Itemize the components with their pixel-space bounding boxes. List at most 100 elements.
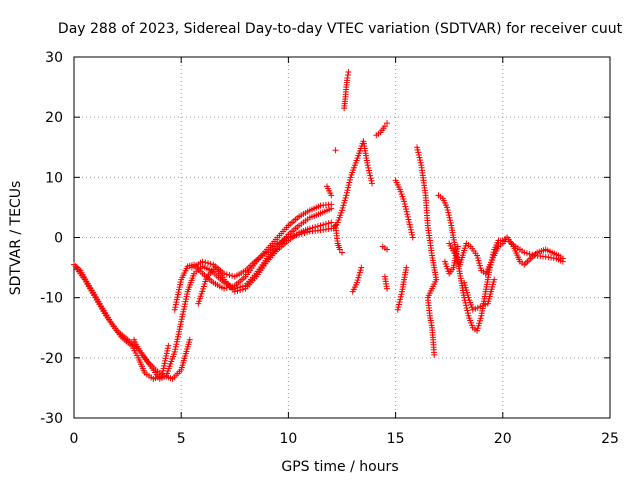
data-point [425, 276, 440, 299]
data-point [296, 229, 311, 238]
data-point [231, 268, 247, 280]
data-point [486, 254, 497, 268]
data-point [317, 220, 332, 229]
data-point [195, 276, 210, 307]
data-point [354, 267, 364, 286]
data-point [422, 192, 431, 226]
data-point [285, 214, 301, 229]
data-point [469, 301, 489, 313]
data-point [482, 266, 493, 295]
x-tick-label: 25 [601, 431, 619, 447]
data-point [392, 177, 402, 191]
data-point [210, 261, 226, 276]
data-point [169, 368, 183, 382]
data-markers [71, 69, 566, 382]
series-scatter-post-storm [441, 234, 566, 313]
data-point [403, 264, 410, 271]
x-tick-label: 5 [177, 431, 186, 447]
data-point [418, 162, 429, 196]
data-point [171, 279, 184, 313]
data-point [188, 259, 204, 271]
data-point [178, 291, 191, 325]
data-point [349, 281, 359, 295]
data-point [221, 276, 237, 293]
data-point [342, 86, 350, 103]
series-scatter-pre-storm [323, 69, 566, 358]
data-point [504, 234, 515, 248]
data-point [396, 186, 407, 202]
data-point [465, 312, 475, 329]
data-point [478, 267, 487, 276]
data-point [454, 243, 461, 250]
data-point [344, 72, 351, 82]
data-point [73, 264, 87, 281]
data-point [456, 242, 469, 268]
data-point [186, 336, 193, 343]
data-point [325, 185, 335, 199]
data-point [542, 246, 553, 255]
data-point [377, 125, 387, 136]
data-point [559, 255, 566, 262]
x-tick-label: 0 [70, 431, 79, 447]
data-point [347, 164, 358, 181]
data-point [444, 204, 454, 226]
data-point [296, 226, 311, 236]
data-point [332, 222, 341, 244]
data-point [384, 120, 391, 127]
y-tick-label: 30 [45, 50, 63, 66]
data-point [414, 144, 424, 166]
y-tick-label: 20 [45, 110, 63, 126]
data-point [242, 259, 258, 274]
data-point [332, 147, 339, 154]
data-point [484, 279, 497, 307]
data-point [306, 203, 322, 214]
data-point [334, 209, 345, 226]
data-point [323, 183, 330, 190]
data-point [141, 369, 155, 381]
data-point [199, 258, 214, 267]
data-point [253, 260, 269, 280]
x-axis-label: GPS time / hours [281, 459, 398, 475]
data-point [461, 279, 471, 299]
data-point [465, 294, 475, 311]
data-point [510, 243, 523, 263]
data-point [274, 235, 290, 247]
data-point [429, 252, 439, 281]
x-tick-label: 15 [387, 431, 405, 447]
data-point [542, 253, 557, 262]
data-point [424, 222, 435, 257]
data-point [358, 264, 365, 271]
series-track-d [188, 225, 335, 280]
data-point [81, 276, 98, 299]
data-point [339, 194, 349, 214]
data-point [231, 286, 246, 295]
data-point [439, 195, 449, 209]
data-point [431, 351, 438, 358]
y-tick-label: 0 [54, 231, 63, 247]
data-point [191, 265, 204, 277]
data-point [334, 240, 343, 251]
data-point [482, 263, 492, 277]
data-point [343, 77, 351, 91]
data-point [369, 180, 376, 187]
data-point [394, 291, 405, 313]
data-point [474, 252, 484, 272]
data-point [328, 219, 335, 226]
x-tick-label: 20 [494, 431, 512, 447]
data-point [317, 206, 333, 217]
y-tick-label: 10 [45, 170, 63, 186]
data-point [409, 234, 416, 241]
data-point [285, 232, 300, 241]
data-point [131, 336, 141, 350]
data-point [345, 69, 352, 76]
data-point [263, 242, 279, 256]
data-point [113, 327, 129, 342]
y-tick-label: -10 [40, 291, 63, 307]
data-point [426, 312, 435, 329]
y-axis-label: SDTVAR / TECUs [8, 181, 24, 296]
data-point [306, 223, 321, 232]
data-point [135, 354, 147, 374]
data-point [360, 138, 371, 166]
data-point [336, 246, 343, 253]
data-point [401, 198, 411, 220]
